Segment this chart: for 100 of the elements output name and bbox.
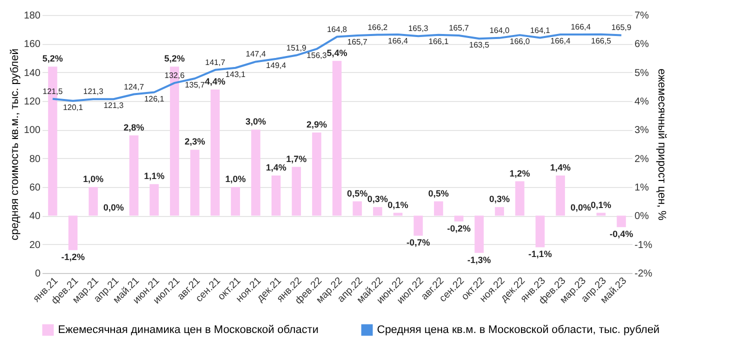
data-label: 4,4% — [204, 76, 226, 87]
data-label: 126,1 — [144, 94, 165, 104]
data-label: 0,5% — [347, 188, 368, 198]
data-label: 0,3% — [367, 194, 388, 204]
data-label: 156,3 — [306, 50, 328, 60]
bar — [332, 60, 342, 216]
data-label: 2,3% — [184, 136, 206, 147]
data-label: 2,8% — [124, 122, 144, 132]
data-label: 164,8 — [326, 24, 348, 34]
data-label: 124,7 — [124, 82, 144, 92]
data-label: 151,9 — [286, 43, 307, 52]
bar — [556, 176, 565, 216]
data-label: 1,2% — [510, 168, 530, 178]
y2-tick-label: 6% — [634, 39, 650, 50]
bar — [434, 201, 444, 216]
data-label: 165,7 — [347, 37, 368, 46]
bar — [616, 216, 626, 228]
data-label: 3,0% — [246, 116, 266, 127]
y-tick-label: 60 — [29, 182, 41, 194]
y-tick-label: 80 — [29, 154, 41, 165]
y-tick-label: 0 — [34, 268, 41, 280]
bar — [515, 181, 524, 216]
bar — [536, 216, 545, 248]
data-label: -0,2% — [447, 223, 471, 234]
data-label: 166,1 — [428, 36, 450, 46]
data-label: 147,4 — [246, 50, 266, 59]
data-label: 120,1 — [62, 102, 84, 112]
data-label: 164,0 — [489, 26, 510, 35]
data-label: 132,6 — [164, 70, 186, 80]
bar — [129, 135, 138, 216]
data-label: 1,0% — [83, 174, 104, 184]
data-label: 5,2% — [164, 54, 185, 64]
data-label: 5,2% — [42, 54, 63, 64]
data-label: 0,1% — [388, 200, 408, 210]
data-label: 0,0% — [103, 202, 124, 213]
data-label: -1,1% — [528, 249, 552, 260]
data-label: 135,7 — [184, 80, 206, 90]
legend-label: Средняя цена кв.м. в Московской области, тыс. рублей — [377, 324, 660, 336]
data-label: 1,7% — [286, 154, 307, 164]
y-tick-label: 160 — [24, 39, 41, 50]
data-label: -1,2% — [61, 252, 85, 262]
data-label: 163,5 — [469, 40, 490, 50]
data-label: 0,5% — [428, 188, 449, 198]
data-label: -0,7% — [406, 238, 430, 248]
data-label: 1,0% — [225, 174, 246, 184]
bar — [312, 132, 322, 216]
data-label: 166,4 — [570, 22, 592, 32]
data-label: 0,0% — [570, 202, 591, 213]
data-label: 141,7 — [205, 58, 226, 67]
data-label: 164,1 — [530, 26, 551, 35]
data-label: 165,7 — [448, 23, 470, 32]
y2-axis-title: ежемесячный прирост цен, % — [655, 68, 668, 221]
y2-tick-label: 5% — [634, 68, 650, 79]
data-label: 166,5 — [591, 36, 612, 46]
y2-tick-label: 0% — [634, 211, 650, 222]
y2-tick-label: 2% — [634, 154, 650, 165]
y2-tick-label: 1% — [634, 182, 650, 194]
data-label: 1,4% — [266, 162, 286, 173]
bar — [150, 184, 159, 216]
y-axis-title: средняя стоимость кв.м., тыс. рублей — [8, 48, 21, 240]
data-label: 165,3 — [408, 24, 429, 34]
y-tick-label: 140 — [24, 68, 41, 79]
bar — [454, 216, 464, 222]
y2-tick-label: 7% — [634, 10, 650, 22]
bar — [272, 176, 281, 216]
y-tick-label: 40 — [29, 211, 41, 222]
bar — [373, 207, 382, 216]
y-tick-label: 180 — [24, 10, 41, 22]
bar — [292, 166, 301, 216]
bar — [88, 187, 98, 216]
data-label: 143,1 — [225, 70, 246, 79]
bar — [352, 201, 362, 216]
y2-tick-label: -2% — [634, 268, 652, 280]
data-label: 165,9 — [611, 23, 632, 32]
data-label: 121,3 — [83, 87, 104, 96]
y-tick-label: 100 — [24, 125, 41, 136]
bar — [474, 216, 484, 253]
y2-tick-label: 4% — [634, 96, 650, 108]
data-label: 166,2 — [368, 22, 388, 32]
bar — [190, 150, 200, 216]
y2-tick-label: -1% — [634, 240, 652, 251]
data-label: 2,9% — [306, 120, 327, 130]
bar — [251, 130, 260, 216]
data-label: 0,3% — [489, 194, 510, 204]
bar — [414, 216, 423, 236]
y2-tick-label: 3% — [634, 125, 650, 136]
data-label: -1,3% — [467, 254, 491, 265]
data-label: -0,4% — [610, 229, 634, 240]
data-label: 1,1% — [144, 171, 164, 182]
data-label: 149,4 — [266, 60, 287, 70]
data-label: 0,1% — [590, 200, 612, 210]
data-label: 166,0 — [510, 37, 530, 46]
data-label: 166,4 — [550, 36, 571, 46]
data-label: 1,4% — [550, 162, 571, 173]
bar — [210, 90, 220, 216]
data-label: 121,3 — [104, 101, 124, 110]
bar — [494, 207, 504, 216]
y-tick-label: 20 — [29, 240, 41, 251]
data-label: 5,4% — [326, 48, 348, 58]
data-label: 166,4 — [388, 36, 408, 46]
